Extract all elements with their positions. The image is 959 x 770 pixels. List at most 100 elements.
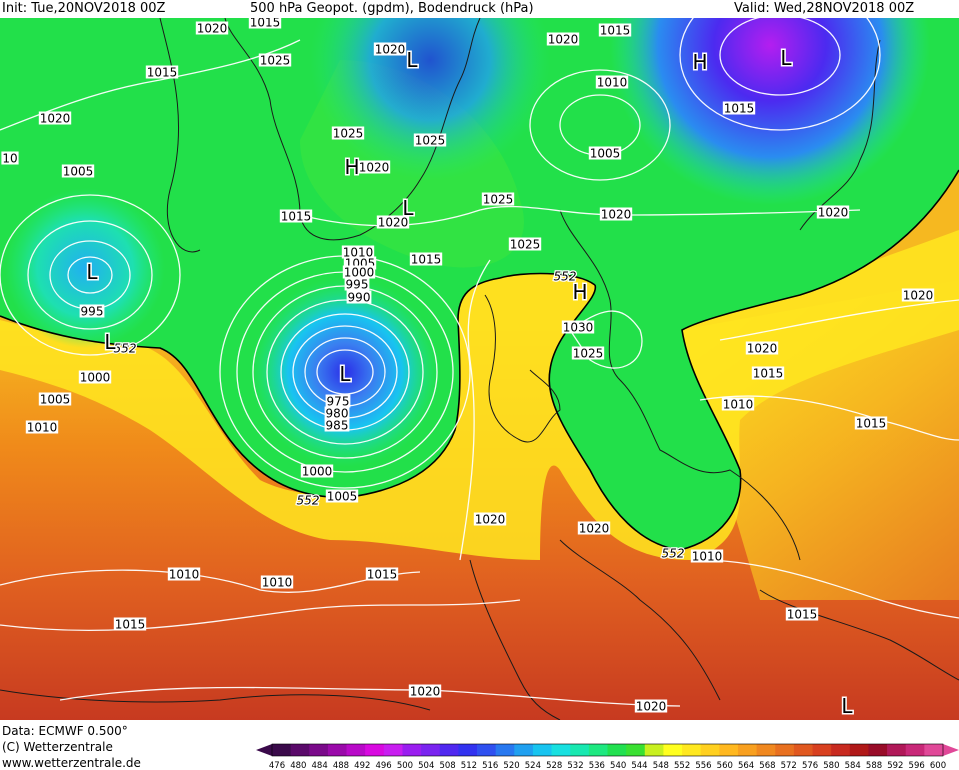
isobar-label-text: 1020 — [601, 208, 632, 222]
isobar-label: 1020 — [408, 684, 442, 699]
isobar-label: 1005 — [325, 489, 359, 504]
isobar-label: 1015 — [785, 607, 819, 622]
isobar-label: 1015 — [409, 252, 443, 267]
isobar-label-box — [38, 392, 72, 406]
isobar-label-box — [508, 237, 542, 251]
isobar-label-box — [816, 205, 850, 219]
chart-title: 500 hPa Geopot. (gpdm), Bodendruck (hPa) — [250, 1, 534, 16]
isobar-label-box — [634, 699, 668, 713]
isobar-label: 1010 — [341, 245, 375, 260]
scale-swatch — [775, 744, 795, 756]
isobar-label-text: 1015 — [787, 608, 818, 622]
isobar-label-box — [113, 617, 147, 631]
isobar-label: 1005 — [61, 164, 95, 179]
isobar-label-box — [61, 164, 95, 178]
color-scale: 476 480 484 488 492 496 500 504 508 512 516 520 524 5… — [256, 743, 959, 770]
isobar-label: 1020 — [577, 521, 611, 536]
isobar-label-box — [785, 607, 819, 621]
greenland-shading — [300, 18, 560, 188]
isobar-label-text: 10 — [2, 152, 17, 166]
isobar-label: 1015 — [279, 209, 313, 224]
scale-label: 548 — [653, 761, 669, 770]
scale-swatch — [793, 744, 813, 756]
isobar-label-text: 1020 — [410, 685, 441, 699]
isobar-label-text: 1025 — [415, 134, 446, 148]
isobar-label-box — [473, 512, 507, 526]
isobar-label: 10 — [1, 151, 19, 166]
isobar-label-box — [413, 133, 447, 147]
northwest-low-shading — [0, 180, 180, 350]
isobar-label-box — [167, 567, 201, 581]
scale-swatch — [812, 744, 832, 756]
scale-arrow-left — [256, 744, 272, 756]
scale-label: 536 — [589, 761, 605, 770]
scale-swatch — [737, 744, 758, 756]
isobar-label: 1015 — [854, 416, 888, 431]
scale-swatch — [327, 744, 347, 756]
scale-swatch — [514, 744, 534, 756]
isobar-label-box — [1, 151, 19, 165]
isobar-label-box — [325, 489, 359, 503]
low-iceland-shading — [250, 270, 440, 470]
scale-swatch — [905, 744, 925, 756]
isobar-label: 1020 — [816, 205, 850, 220]
scale-swatch — [421, 744, 441, 756]
isobar-label-text: 1030 — [563, 321, 594, 335]
isobar-label-text: 1025 — [483, 193, 514, 207]
scale-swatch — [346, 744, 366, 756]
scale-label: 512 — [461, 761, 477, 770]
scale-swatch — [290, 744, 310, 756]
scale-label: 516 — [482, 761, 498, 770]
scale-swatch — [458, 744, 478, 756]
isobar-label: 1005 — [38, 392, 72, 407]
isobar-label-box — [324, 406, 350, 420]
geopotential-label: 552 — [297, 494, 320, 508]
scale-label: 592 — [887, 761, 903, 770]
isobar-label: 1020 — [357, 160, 391, 175]
isobar-label: 1025 — [413, 133, 447, 148]
isobar-label-box — [195, 21, 229, 35]
isobar-label-box — [145, 65, 179, 79]
scale-swatch — [887, 744, 907, 756]
isobar-label-box — [279, 209, 313, 223]
isobar-label-text: 1005 — [63, 165, 94, 179]
isobar-label-text: 1025 — [333, 127, 364, 141]
low-pressure-marker: L — [402, 196, 414, 220]
high-pressure-marker: H — [692, 50, 707, 74]
valid-time: Valid: Wed,28NOV2018 00Z — [734, 1, 915, 16]
isobar-label-box — [599, 207, 633, 221]
scale-swatch — [477, 744, 497, 756]
scale-swatch — [439, 744, 459, 756]
isobar-label: 1020 — [195, 21, 229, 36]
scale-swatch — [309, 744, 329, 756]
scale-swatch — [663, 744, 683, 756]
scale-swatch — [756, 744, 776, 756]
isobar-label: 1020 — [634, 699, 668, 714]
isobar-label-text: 1020 — [548, 33, 579, 47]
isobar-label-text: 1025 — [573, 347, 604, 361]
isobar-label-box — [357, 160, 391, 174]
scale-swatch — [272, 744, 292, 756]
isobar-label-box — [408, 684, 442, 698]
scale-label: 600 — [930, 761, 946, 770]
isobar-label: 1025 — [508, 237, 542, 252]
scale-label: 484 — [312, 761, 328, 770]
isobar-label-box — [325, 394, 351, 408]
low-pressure-marker: L — [339, 362, 351, 386]
scale-swatch — [626, 744, 646, 756]
isobar-label-box — [324, 418, 350, 432]
scale-label: 560 — [717, 761, 733, 770]
low-pressure-marker: L — [780, 46, 792, 70]
header-bar: Init: Tue,20NOV2018 00Z 500 hPa Geopot. … — [0, 0, 959, 18]
isobar-label: 995 — [344, 277, 370, 292]
isobar-label-box — [342, 265, 376, 279]
isobar-label: 995 — [79, 304, 105, 319]
isobar-label-text: 1010 — [692, 550, 723, 564]
scale-label: 572 — [781, 761, 797, 770]
boundary-552-west — [0, 272, 596, 499]
website-link[interactable]: www.wetterzentrale.de — [2, 756, 141, 770]
isobar-label: 1020 — [38, 111, 72, 126]
isobar-label-box — [79, 304, 105, 318]
scale-label: 524 — [525, 761, 541, 770]
scale-arrow-right — [943, 744, 959, 756]
